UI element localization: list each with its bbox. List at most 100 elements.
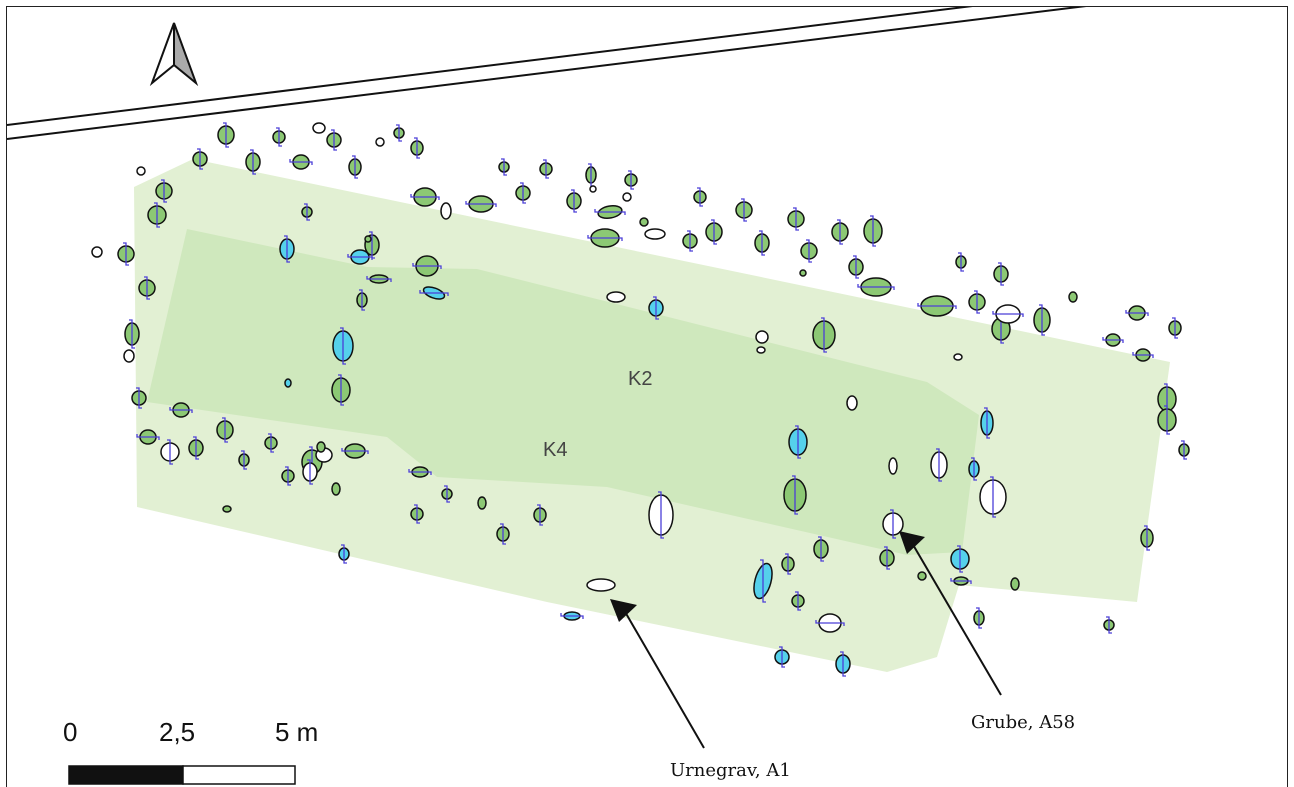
section-line [410,194,440,200]
area-label-k2: K2 [628,368,652,390]
feature-outline [586,578,616,592]
feature-cyan [284,378,292,388]
feature-layer [91,122,1190,677]
section-line [792,475,798,515]
feature-outline [123,349,135,363]
feature-outline [953,353,963,361]
section-line [795,591,801,611]
feature-outline [312,122,326,134]
section-line [853,255,859,279]
section-line [285,466,291,486]
section-line [193,436,199,460]
section-line [169,407,193,413]
section-line [1144,525,1150,551]
feature-outline [756,346,766,354]
feature-green [799,269,807,277]
section-line [990,476,996,518]
section-line [815,620,845,626]
feature-green [917,571,927,581]
feature-outline [589,185,597,193]
section-line [412,263,442,269]
section-line [806,239,812,263]
section-line [785,553,791,575]
section-line [167,439,173,465]
section-line [779,646,785,668]
area-label-k4: K4 [543,439,567,461]
section-line [341,544,347,564]
section-line [414,504,420,524]
section-line [741,198,747,222]
section-line [501,158,507,176]
section-line [250,149,256,175]
section-line [136,387,142,409]
section-line [369,231,375,259]
feature-green [331,482,341,496]
section-line [974,290,980,314]
annotation-arrow-urnegrav [610,599,705,749]
section-line [307,459,313,485]
road-lines [7,7,1087,140]
section-line [976,607,982,629]
feature-outline [755,330,769,344]
annotation-label-urnegrav: Urnegrav, A1 [670,760,791,781]
feature-outline [91,246,103,258]
section-line [241,450,247,470]
scale-bar-black-segment [68,765,184,785]
section-line [587,235,623,241]
section-line [520,182,526,204]
north-arrow-icon [149,22,199,87]
section-line [1172,317,1178,339]
section-line [1132,352,1154,358]
section-line [331,129,337,151]
feature-outline [622,192,632,202]
section-line [359,289,365,311]
section-line [1125,310,1149,316]
section-line [276,127,282,147]
section-line [884,546,890,570]
feature-green [222,505,232,513]
section-line [793,207,799,231]
section-line [289,159,313,165]
section-line [338,374,344,406]
section-line [870,215,876,247]
feature-outline [846,395,858,411]
section-line [136,434,160,440]
section-line [129,319,135,349]
section-line [284,235,290,263]
section-line [1106,616,1112,634]
feature-green [316,441,326,453]
section-line [821,317,827,353]
section-line [628,170,634,190]
section-line [658,491,664,539]
section-line [687,230,693,252]
section-line [222,417,228,443]
section-line [958,252,964,272]
section-line [818,536,824,562]
section-line [444,485,450,503]
section-line [154,202,160,228]
section-line [560,613,584,619]
feature-outline [375,137,385,147]
section-line [500,523,506,545]
scale-label-2-5: 2,5 [159,717,195,747]
section-line [144,276,150,300]
feature-outline [606,291,626,303]
section-line [268,433,274,453]
section-line [537,504,543,526]
feature-outline [136,166,146,176]
section-line [950,578,972,584]
feature-green [1010,577,1020,591]
feature-outline [644,228,666,240]
section-line [161,179,167,203]
annotation-label-grube: Grube, A58 [971,712,1075,733]
section-line [197,148,203,170]
section-line [1181,440,1187,460]
area-inner-polygon [147,229,979,555]
scale-bar-white-segment [182,765,296,785]
section-line [759,230,765,256]
section-line [1039,304,1045,336]
feature-outline [888,457,898,475]
section-line [1164,405,1170,435]
section-line [340,327,346,365]
section-line [795,425,801,459]
